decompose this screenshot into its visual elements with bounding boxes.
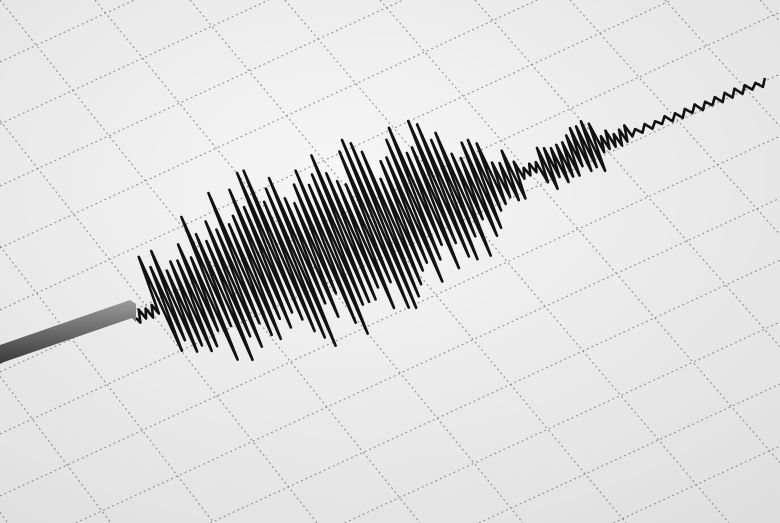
grid-line-steep [189, 0, 627, 523]
stylus-arm [0, 300, 136, 364]
grid-line-shallow [0, 0, 404, 187]
grid-line-shallow [75, 197, 780, 523]
grid-line-steep [0, 511, 9, 523]
grid-line-steep [0, 245, 215, 523]
seismic-waveform-line [135, 77, 767, 362]
grid-line-shallow [0, 135, 780, 497]
grid-line-steep [379, 0, 780, 464]
grid-line-steep [474, 0, 780, 348]
grid-line-shallow [0, 11, 780, 373]
grid-line-steep [284, 0, 730, 523]
grid-line-shallow [612, 445, 780, 523]
grid-line-shallow [478, 383, 780, 523]
grid-line-shallow [0, 0, 672, 311]
grid-line-steep [0, 120, 318, 523]
grid-line-steep [0, 0, 421, 523]
grid-line-steep [664, 0, 780, 127]
grid-line-shallow [0, 73, 780, 435]
grid-line-shallow [0, 0, 269, 125]
grid-line-steep [0, 376, 112, 523]
seismic-trace [135, 77, 767, 362]
grid-line-shallow [0, 0, 538, 249]
